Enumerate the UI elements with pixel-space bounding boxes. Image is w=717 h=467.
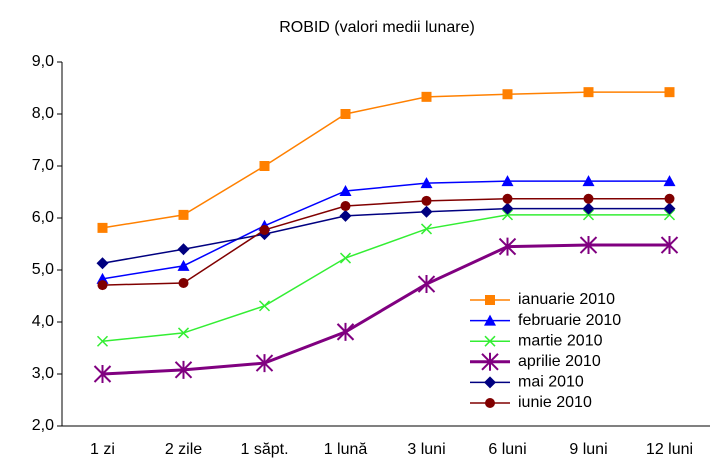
legend-label: mai 2010 [518, 374, 584, 391]
marker [485, 398, 495, 408]
marker [501, 202, 514, 215]
legend-label: aprilie 2010 [518, 353, 601, 370]
marker [259, 161, 270, 171]
legend-label: ianuarie 2010 [518, 291, 615, 308]
series-line [102, 180, 670, 280]
marker [484, 335, 496, 347]
marker [501, 175, 514, 187]
marker [339, 184, 352, 196]
marker [582, 175, 595, 187]
marker [259, 224, 270, 235]
marker [336, 322, 355, 341]
marker [177, 243, 190, 256]
marker [663, 209, 676, 221]
x-tick-label: 1 lună [324, 441, 368, 458]
marker [178, 209, 189, 220]
marker [174, 360, 193, 379]
marker [417, 275, 436, 294]
x-tick-label: 3 luni [407, 441, 445, 458]
marker [660, 236, 679, 255]
marker [664, 87, 675, 98]
marker [177, 327, 190, 339]
marker [663, 202, 676, 215]
marker [502, 193, 513, 204]
x-tick-label: 9 luni [569, 441, 607, 458]
marker [421, 195, 432, 206]
marker [583, 87, 594, 98]
marker [484, 376, 496, 389]
y-tick-label: 2,0 [32, 417, 54, 434]
marker [583, 193, 594, 204]
series-line [102, 91, 670, 229]
x-tick-label: 6 luni [488, 441, 526, 458]
series-line [102, 243, 670, 376]
marker [484, 314, 496, 326]
marker [339, 209, 352, 222]
y-tick-label: 5,0 [32, 261, 54, 278]
x-tick-label: 2 zile [165, 441, 202, 458]
marker [97, 280, 108, 291]
legend-label: februarie 2010 [518, 312, 621, 329]
marker [340, 109, 351, 119]
y-tick-label: 3,0 [32, 365, 54, 382]
legend-label: martie 2010 [518, 332, 603, 349]
marker [582, 202, 595, 215]
y-tick-label: 6,0 [32, 209, 54, 226]
marker [502, 89, 513, 100]
marker [339, 252, 352, 264]
marker [93, 365, 112, 383]
marker [501, 209, 514, 221]
marker [96, 257, 109, 270]
marker [481, 352, 499, 371]
marker [340, 201, 351, 212]
marker [579, 236, 598, 255]
series-line [102, 214, 670, 342]
series-line [102, 207, 670, 264]
marker [420, 223, 433, 235]
y-tick-label: 9,0 [32, 53, 54, 70]
marker [178, 278, 189, 288]
marker [582, 209, 595, 221]
x-tick-label: 12 luni [646, 441, 693, 458]
marker [97, 222, 108, 233]
marker [177, 259, 190, 271]
x-tick-label: 1 zi [90, 441, 115, 458]
x-tick-label: 1 săpt. [240, 441, 288, 458]
marker [255, 354, 274, 373]
y-tick-label: 4,0 [32, 313, 54, 330]
marker [664, 193, 675, 204]
marker [421, 91, 432, 102]
marker [96, 335, 109, 347]
marker [258, 300, 271, 312]
marker [420, 177, 433, 189]
marker [498, 237, 517, 256]
marker [663, 175, 676, 187]
y-tick-label: 8,0 [32, 105, 54, 122]
y-tick-label: 7,0 [32, 157, 54, 174]
legend-label: iunie 2010 [518, 394, 592, 411]
chart-title: ROBID (valori medii lunare) [279, 19, 475, 36]
marker [485, 295, 495, 305]
series-line [102, 198, 670, 286]
marker [420, 205, 433, 218]
